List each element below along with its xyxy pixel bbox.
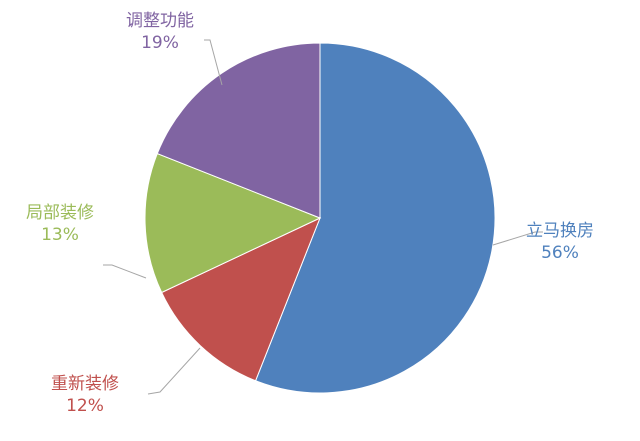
slice-value-label: 13% <box>41 225 79 245</box>
slice-label: 重新装修 <box>51 374 119 394</box>
slice-value-label: 19% <box>141 33 179 53</box>
slice-label: 立马换房 <box>526 221 594 241</box>
pie-slice <box>156 42 321 219</box>
leader-line <box>492 231 543 246</box>
leader-line <box>204 39 223 86</box>
pie-slice <box>160 217 321 382</box>
slice-value-label: 56% <box>541 243 579 263</box>
slice-label: 调整功能 <box>126 11 194 31</box>
slice-value-label: 12% <box>66 396 104 416</box>
leader-line <box>147 347 201 395</box>
pie-slice <box>254 42 496 394</box>
pie-slice <box>144 152 322 294</box>
leader-line <box>103 264 147 279</box>
slice-label: 局部装修 <box>26 203 94 223</box>
